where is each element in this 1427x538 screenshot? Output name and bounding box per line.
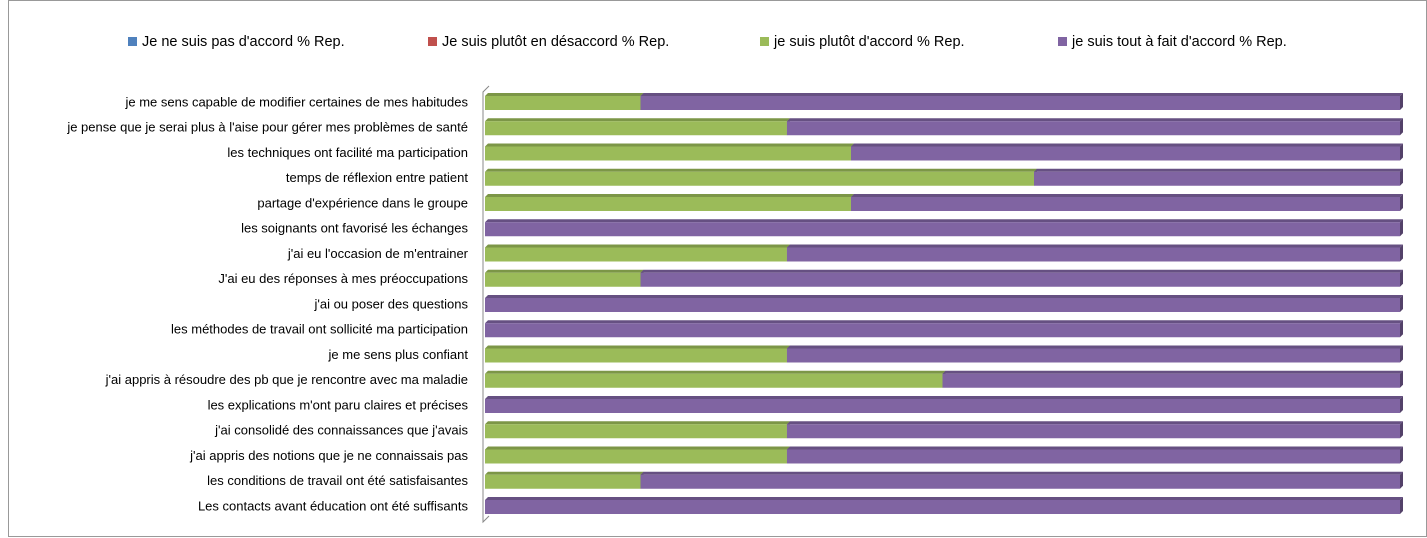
legend-label: je suis tout à fait d'accord % Rep. [1071, 34, 1287, 50]
bar-segment [485, 168, 1037, 186]
bar-segment [485, 143, 854, 161]
bar-segment [485, 219, 1403, 237]
legend-swatch [1058, 37, 1067, 46]
y-tick-label: partage d'expérience dans le groupe [257, 195, 468, 210]
y-tick-label: les explications m'ont paru claires et p… [208, 397, 469, 412]
bar-segment [485, 269, 644, 287]
bar-segment [851, 143, 1403, 161]
legend-swatch [428, 37, 437, 46]
bar-segment [485, 370, 946, 388]
bar-segment [786, 118, 1403, 136]
y-tick-label: je pense que je serai plus à l'aise pour… [66, 120, 468, 135]
y-tick-label: J'ai eu des réponses à mes préoccupation… [218, 271, 468, 286]
y-tick-label: temps de réflexion entre patient [286, 170, 468, 185]
y-tick-label: je me sens capable de modifier certaines… [124, 94, 468, 109]
bar-segment [1034, 168, 1403, 186]
bar-segment [640, 471, 1403, 489]
y-tick-label: je me sens plus confiant [328, 347, 469, 362]
y-tick-label: les techniques ont facilité ma participa… [227, 145, 468, 160]
bar-segment [485, 497, 1403, 514]
bar-segment [485, 194, 854, 211]
y-tick-label: j'ai consolidé des connaissances que j'a… [214, 423, 468, 438]
y-tick-label: les soignants ont favorisé les échanges [241, 221, 468, 236]
bar-segment [851, 194, 1403, 211]
legend-label: Je suis plutôt en désaccord % Rep. [442, 34, 669, 50]
legend-label: je suis plutôt d'accord % Rep. [773, 34, 965, 50]
bar-segment [485, 396, 1403, 413]
bar-segment [485, 345, 790, 363]
y-tick-label: les conditions de travail ont été satisf… [207, 473, 468, 488]
bar-segment [786, 244, 1403, 262]
bar-segment [786, 446, 1403, 464]
y-tick-label: Les contacts avant éducation ont été suf… [198, 498, 469, 513]
plot-wall [482, 85, 490, 524]
y-tick-label: les méthodes de travail ont sollicité ma… [171, 322, 468, 337]
legend-label: Je ne suis pas d'accord % Rep. [142, 34, 345, 50]
legend-swatch [128, 37, 137, 46]
y-tick-label: j'ai eu l'occasion de m'entrainer [287, 246, 469, 261]
bar-segment [640, 269, 1403, 287]
y-tick-label: j'ai ou poser des questions [313, 296, 468, 311]
bar-segment [485, 244, 790, 262]
bar-segment [786, 421, 1403, 439]
legend-swatch [760, 37, 769, 46]
bar-segment [485, 118, 790, 136]
bar-segment [485, 446, 790, 464]
bar-segment [485, 421, 790, 439]
bar-segment [485, 295, 1403, 312]
bar-segment [786, 345, 1403, 363]
bar-segment [485, 93, 644, 110]
bar-segment [485, 471, 644, 489]
bar-segment [942, 370, 1403, 388]
bar-segment [485, 320, 1403, 338]
y-tick-label: j'ai appris à résoudre des pb que je ren… [105, 372, 468, 387]
bar-segment [640, 93, 1403, 110]
y-tick-label: j'ai appris des notions que je ne connai… [189, 448, 468, 463]
